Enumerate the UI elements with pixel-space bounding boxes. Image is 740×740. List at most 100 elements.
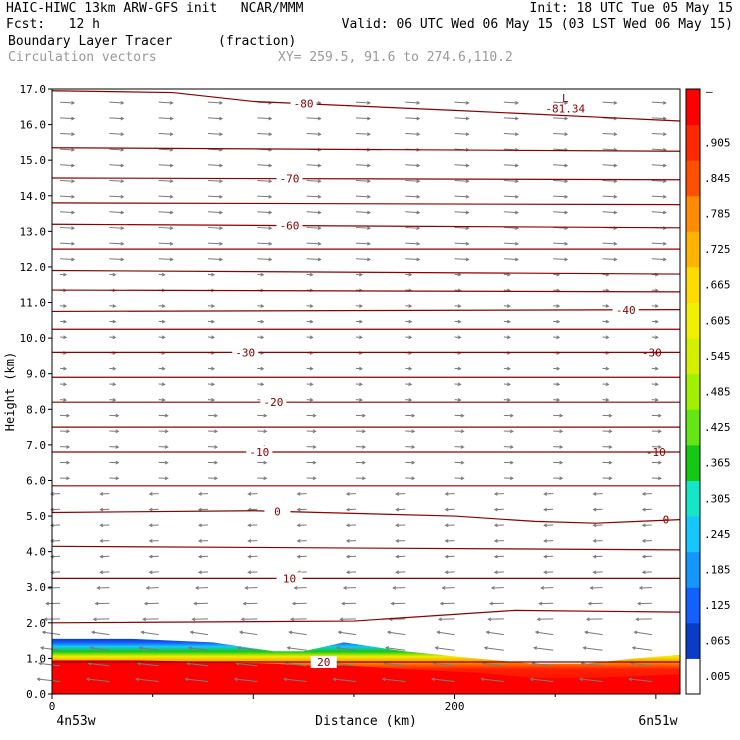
vector-arrowhead	[662, 132, 667, 137]
vector-arrowhead	[71, 100, 76, 105]
vector-arrowhead	[161, 319, 166, 324]
vector-arrowhead	[197, 554, 202, 559]
vector-arrowhead	[509, 445, 514, 449]
contour-line	[51, 202, 681, 206]
vector-arrow	[602, 148, 617, 151]
vector-arrow	[503, 242, 518, 245]
vector-arrowhead	[509, 476, 514, 481]
vector-arrowhead	[112, 398, 117, 402]
vector-arrow	[257, 164, 272, 167]
contour-label: -10	[249, 446, 269, 459]
vector-arrowhead	[169, 226, 174, 230]
contour-label: 10	[283, 572, 296, 585]
vector-arrowhead	[247, 539, 252, 543]
vector-arrow	[257, 179, 272, 182]
contour-label-bg	[290, 97, 317, 110]
vector-arrowhead	[71, 194, 76, 199]
vector-arrowhead	[395, 507, 400, 512]
vector-arrowhead	[531, 661, 536, 666]
vector-arrow	[629, 678, 652, 683]
vector-arrow	[90, 647, 110, 651]
vector-arrowhead	[94, 601, 99, 606]
vector-arrowhead	[219, 163, 224, 168]
colorbar-label: .665	[704, 279, 731, 292]
vector-arrowhead	[268, 210, 273, 215]
vector-arrowhead	[115, 445, 120, 449]
vector-arrowhead	[633, 630, 638, 635]
vector-arrowhead	[430, 677, 435, 682]
vector-arrow	[158, 148, 173, 151]
vector-arrow	[60, 226, 75, 229]
vector-arrowhead	[63, 382, 68, 387]
contour-line	[51, 269, 681, 275]
colorbar: .005 .065 .125 .185 .245 .305 .365 .425 .485 .545…	[685, 85, 731, 695]
vector-arrowhead	[71, 210, 76, 215]
colorbar-swatch	[686, 266, 700, 304]
vector-arrowhead	[362, 445, 366, 449]
contour-line	[51, 223, 681, 229]
vector-arrowhead	[386, 630, 391, 635]
contour-label-bg	[260, 396, 287, 409]
vector-arrowhead	[559, 460, 564, 465]
vector-arrowhead	[317, 116, 322, 121]
vector-arrowhead	[636, 601, 641, 606]
vector-arrowhead	[641, 507, 646, 512]
vector-arrow	[454, 226, 469, 229]
vector-arrowhead	[169, 179, 174, 183]
vector-arrowhead	[506, 272, 511, 277]
vector-arrowhead	[662, 163, 667, 168]
vector-arrowhead	[514, 116, 519, 121]
vector-arrowhead	[148, 492, 153, 496]
vector-arrow	[207, 258, 223, 261]
contour-line	[51, 545, 681, 551]
vector-arrowhead	[71, 226, 76, 230]
vector-arrow	[651, 258, 666, 261]
vector-arrow	[306, 164, 321, 167]
vector-arrow	[632, 647, 652, 651]
vector-arrowhead	[284, 661, 289, 666]
vector-arrowhead	[395, 539, 400, 543]
vector-arrowhead	[367, 257, 371, 262]
vector-arrow	[207, 179, 223, 182]
vector-arrow	[583, 647, 603, 651]
y-tick-label: 16.0	[20, 119, 47, 132]
vector-arrowhead	[457, 382, 462, 387]
vector-arrow	[405, 179, 420, 182]
vector-arrow	[579, 678, 603, 683]
vector-arrowhead	[309, 304, 314, 308]
vector-arrowhead	[383, 661, 388, 666]
vector-arrowhead	[493, 539, 498, 543]
plot-frame	[51, 88, 681, 695]
vector-arrowhead	[247, 492, 252, 496]
vector-arrowhead	[483, 646, 488, 650]
vector-arrowhead	[164, 445, 169, 449]
vector-arrowhead	[161, 366, 166, 371]
vector-arrow	[503, 132, 518, 135]
tracer-fill-layer	[52, 638, 680, 694]
vector-arrowhead	[605, 382, 610, 387]
vector-arrow	[306, 179, 321, 182]
vector-arrowhead	[514, 179, 519, 183]
vector-arrowhead	[164, 476, 169, 481]
vector-arrowhead	[359, 304, 363, 308]
vector-arrowhead	[260, 366, 265, 371]
vector-arrowhead	[465, 163, 470, 168]
vector-arrowhead	[487, 617, 492, 622]
vector-arrow	[454, 179, 469, 182]
model-title: HAIC-HIWC 13km ARW-GFS init NCAR/MMM	[6, 1, 304, 16]
vector-arrowhead	[148, 570, 153, 575]
contour-line	[51, 90, 681, 122]
y-tick-label: 8.0	[26, 403, 46, 416]
colorbar-swatch	[686, 302, 700, 339]
vector-arrowhead	[63, 366, 68, 371]
vector-arrowhead	[654, 319, 659, 324]
vector-arrowhead	[434, 646, 439, 650]
vector-arrowhead	[628, 677, 633, 682]
vector-arrowhead	[457, 366, 462, 371]
vector-arrow	[158, 101, 173, 104]
vector-arrow	[405, 164, 420, 167]
vector-arrowhead	[169, 194, 174, 199]
vector-arrowhead	[342, 586, 347, 590]
vector-arrowhead	[214, 476, 219, 481]
vector-arrowhead	[211, 366, 216, 371]
